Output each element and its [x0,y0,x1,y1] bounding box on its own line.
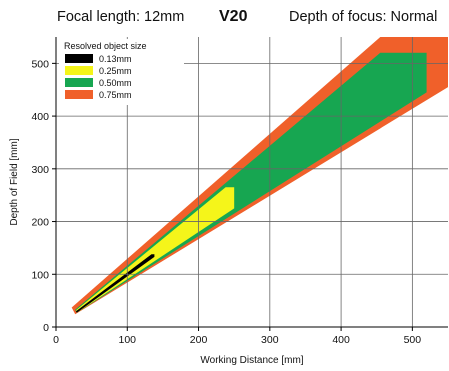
legend-label: 0.50mm [99,78,132,88]
x-tick-label: 500 [404,334,422,346]
legend-swatch-0.13mm [65,54,93,63]
legend-swatch-0.50mm [65,78,93,87]
x-tick-label: 0 [53,334,59,346]
y-tick-label: 0 [43,322,49,334]
y-axis-label: Depth of Field [mm] [9,138,20,225]
depth-of-focus-label: Depth of focus: Normal [289,9,438,25]
focal-length-label: Focal length: 12mm [57,9,185,25]
y-tick-label: 100 [31,269,49,281]
x-tick-label: 400 [332,334,350,346]
axes-layer [55,37,448,328]
y-tick-label: 400 [31,111,49,123]
model-label: V20 [219,8,248,25]
y-tick-label: 300 [31,164,49,176]
x-axis-label: Working Distance [mm] [200,355,303,366]
legend-label: 0.75mm [99,90,132,100]
x-tick-label: 100 [119,334,137,346]
legend-label: 0.25mm [99,66,132,76]
legend-title: Resolved object size [64,41,147,51]
band-layer [71,37,448,315]
x-tick-label: 300 [261,334,279,346]
legend-label: 0.13mm [99,54,132,64]
band-0.13mm [76,254,155,313]
legend-swatch-0.75mm [65,90,93,99]
y-tick-label: 200 [31,217,49,229]
y-tick-label: 500 [31,58,49,70]
tick-layer: 0 100 200 300 400 500 0 100 200 300 400 500 [31,58,421,346]
band-0.25mm [76,187,235,313]
legend: Resolved object size 0.13mm 0.25mm 0.50mm 0.… [59,39,184,105]
legend-swatch-0.25mm [65,66,93,75]
x-tick-label: 200 [190,334,208,346]
